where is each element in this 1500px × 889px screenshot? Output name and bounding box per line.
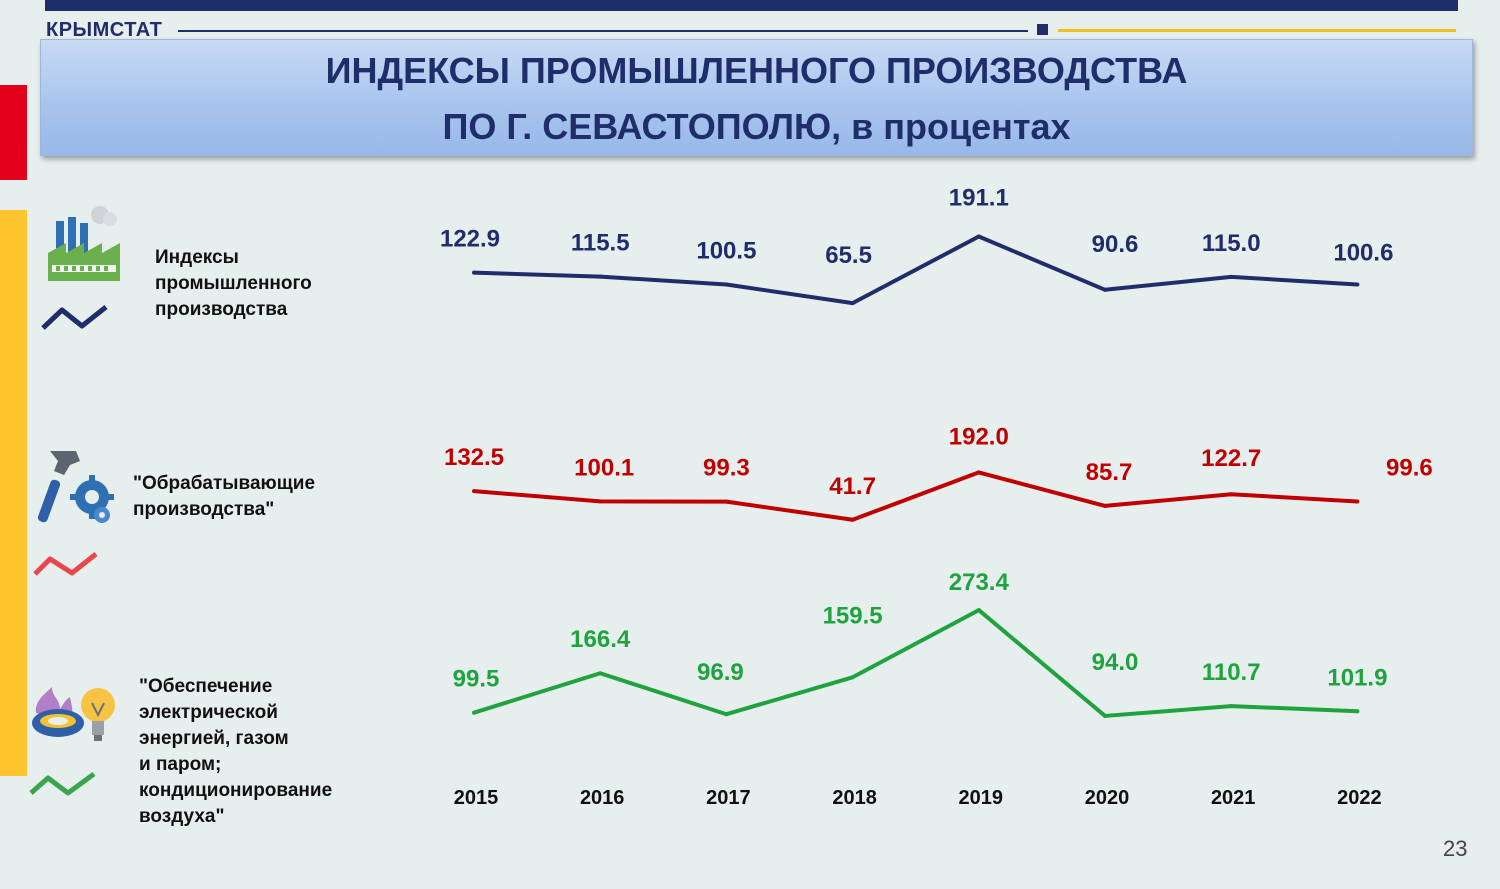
line-sample-icon bbox=[33, 552, 98, 576]
x-tick-label: 2018 bbox=[832, 787, 877, 809]
data-point-industrial bbox=[1355, 282, 1360, 287]
data-point-industrial bbox=[1103, 287, 1107, 292]
data-point-manufacturing bbox=[850, 517, 855, 522]
data-point-energy bbox=[472, 710, 476, 715]
header-rule bbox=[178, 30, 1028, 32]
data-label-industrial: 90.6 bbox=[1092, 231, 1139, 258]
data-point-industrial bbox=[724, 282, 729, 287]
data-label-energy: 96.9 bbox=[697, 659, 744, 686]
page-title: ИНДЕКСЫ ПРОМЫШЛЕННОГО ПРОИЗВОДСТВА bbox=[325, 50, 1188, 91]
gas-flame-bulb-icon bbox=[32, 687, 115, 741]
header-rule-marker bbox=[1037, 24, 1048, 35]
data-point-industrial bbox=[472, 270, 476, 275]
data-label-energy: 94.0 bbox=[1092, 649, 1139, 676]
page-subtitle: ПО Г. СЕВАСТОПОЛЮ, в процентах bbox=[442, 106, 1071, 147]
x-tick-label: 2021 bbox=[1211, 787, 1256, 809]
data-point-industrial bbox=[850, 301, 855, 306]
x-tick-label: 2020 bbox=[1085, 787, 1130, 809]
slide-number: 23 bbox=[1443, 836, 1468, 861]
data-label-manufacturing: 41.7 bbox=[829, 473, 876, 500]
data-label-energy: 166.4 bbox=[570, 626, 631, 653]
data-label-industrial: 100.6 bbox=[1333, 239, 1393, 266]
x-tick-label: 2016 bbox=[580, 787, 625, 809]
data-point-energy bbox=[1103, 713, 1107, 718]
header-rule-accent bbox=[1058, 29, 1456, 32]
data-point-energy bbox=[598, 671, 603, 676]
data-point-industrial bbox=[598, 274, 603, 279]
legend-manufacturing-label: "Обрабатывающие производства" bbox=[133, 473, 316, 520]
data-label-energy: 273.4 bbox=[949, 569, 1010, 596]
data-point-energy bbox=[850, 675, 855, 680]
hammer-gear-icon bbox=[37, 451, 114, 523]
x-tick-label: 2022 bbox=[1337, 787, 1382, 809]
series-line-industrial bbox=[473, 234, 1358, 306]
x-tick-label: 2019 bbox=[959, 787, 1004, 809]
x-tick-label: 2017 bbox=[706, 787, 751, 809]
title-banner: ИНДЕКСЫ ПРОМЫШЛЕННОГО ПРОИЗВОДСТВА ПО Г.… bbox=[40, 39, 1473, 156]
data-label-energy: 159.5 bbox=[823, 602, 883, 629]
x-tick-label: 2015 bbox=[454, 787, 499, 809]
data-label-energy: 110.7 bbox=[1202, 659, 1261, 686]
data-point-energy bbox=[1229, 704, 1234, 709]
data-point-manufacturing bbox=[1355, 499, 1360, 504]
data-label-industrial: 115.5 bbox=[571, 230, 630, 257]
data-point-manufacturing bbox=[724, 499, 729, 504]
data-label-energy: 101.9 bbox=[1327, 664, 1387, 691]
data-label-industrial: 191.1 bbox=[949, 185, 1009, 212]
legend-energy-label: "Обеспечение электрической энергией, газ… bbox=[139, 676, 333, 827]
side-accent-red bbox=[0, 85, 27, 180]
data-label-manufacturing: 122.7 bbox=[1201, 445, 1261, 472]
series-line-manufacturing bbox=[473, 470, 1358, 522]
brand-name: КРЫМСТАТ bbox=[46, 19, 163, 41]
data-point-energy bbox=[1355, 709, 1360, 714]
data-point-manufacturing bbox=[976, 470, 981, 475]
data-label-manufacturing: 99.3 bbox=[703, 455, 750, 482]
data-label-industrial: 100.5 bbox=[696, 238, 756, 265]
data-point-manufacturing bbox=[1229, 492, 1234, 497]
data-point-manufacturing bbox=[1103, 503, 1107, 508]
data-label-industrial: 65.5 bbox=[825, 242, 872, 269]
data-label-manufacturing: 99.6 bbox=[1386, 455, 1433, 482]
data-point-energy bbox=[976, 608, 981, 613]
data-point-industrial bbox=[976, 234, 981, 239]
data-label-industrial: 122.9 bbox=[440, 226, 500, 253]
line-sample-icon bbox=[29, 771, 96, 796]
series-line-energy bbox=[473, 608, 1358, 718]
data-label-industrial: 115.0 bbox=[1202, 230, 1261, 257]
line-sample-icon bbox=[41, 305, 108, 330]
data-label-manufacturing: 100.1 bbox=[574, 454, 634, 481]
data-label-manufacturing: 85.7 bbox=[1086, 459, 1133, 486]
factory-icon bbox=[48, 206, 120, 281]
data-label-manufacturing: 192.0 bbox=[949, 423, 1009, 450]
data-point-manufacturing bbox=[598, 499, 603, 504]
data-point-manufacturing bbox=[472, 489, 476, 494]
data-label-manufacturing: 132.5 bbox=[444, 444, 504, 471]
data-point-energy bbox=[724, 712, 729, 717]
side-accent-yellow bbox=[0, 210, 27, 776]
top-band bbox=[45, 0, 1458, 11]
legend-industrial-label: Индексы промышленного производства bbox=[155, 247, 312, 320]
data-point-industrial bbox=[1229, 274, 1234, 279]
data-label-energy: 99.5 bbox=[453, 666, 500, 693]
